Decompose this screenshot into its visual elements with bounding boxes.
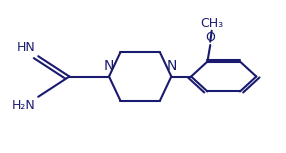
Text: O: O — [205, 31, 215, 44]
Text: CH₃: CH₃ — [200, 17, 223, 30]
Text: N: N — [166, 60, 176, 73]
Text: H₂N: H₂N — [12, 99, 35, 112]
Text: N: N — [104, 60, 114, 73]
Text: HN: HN — [17, 41, 35, 54]
